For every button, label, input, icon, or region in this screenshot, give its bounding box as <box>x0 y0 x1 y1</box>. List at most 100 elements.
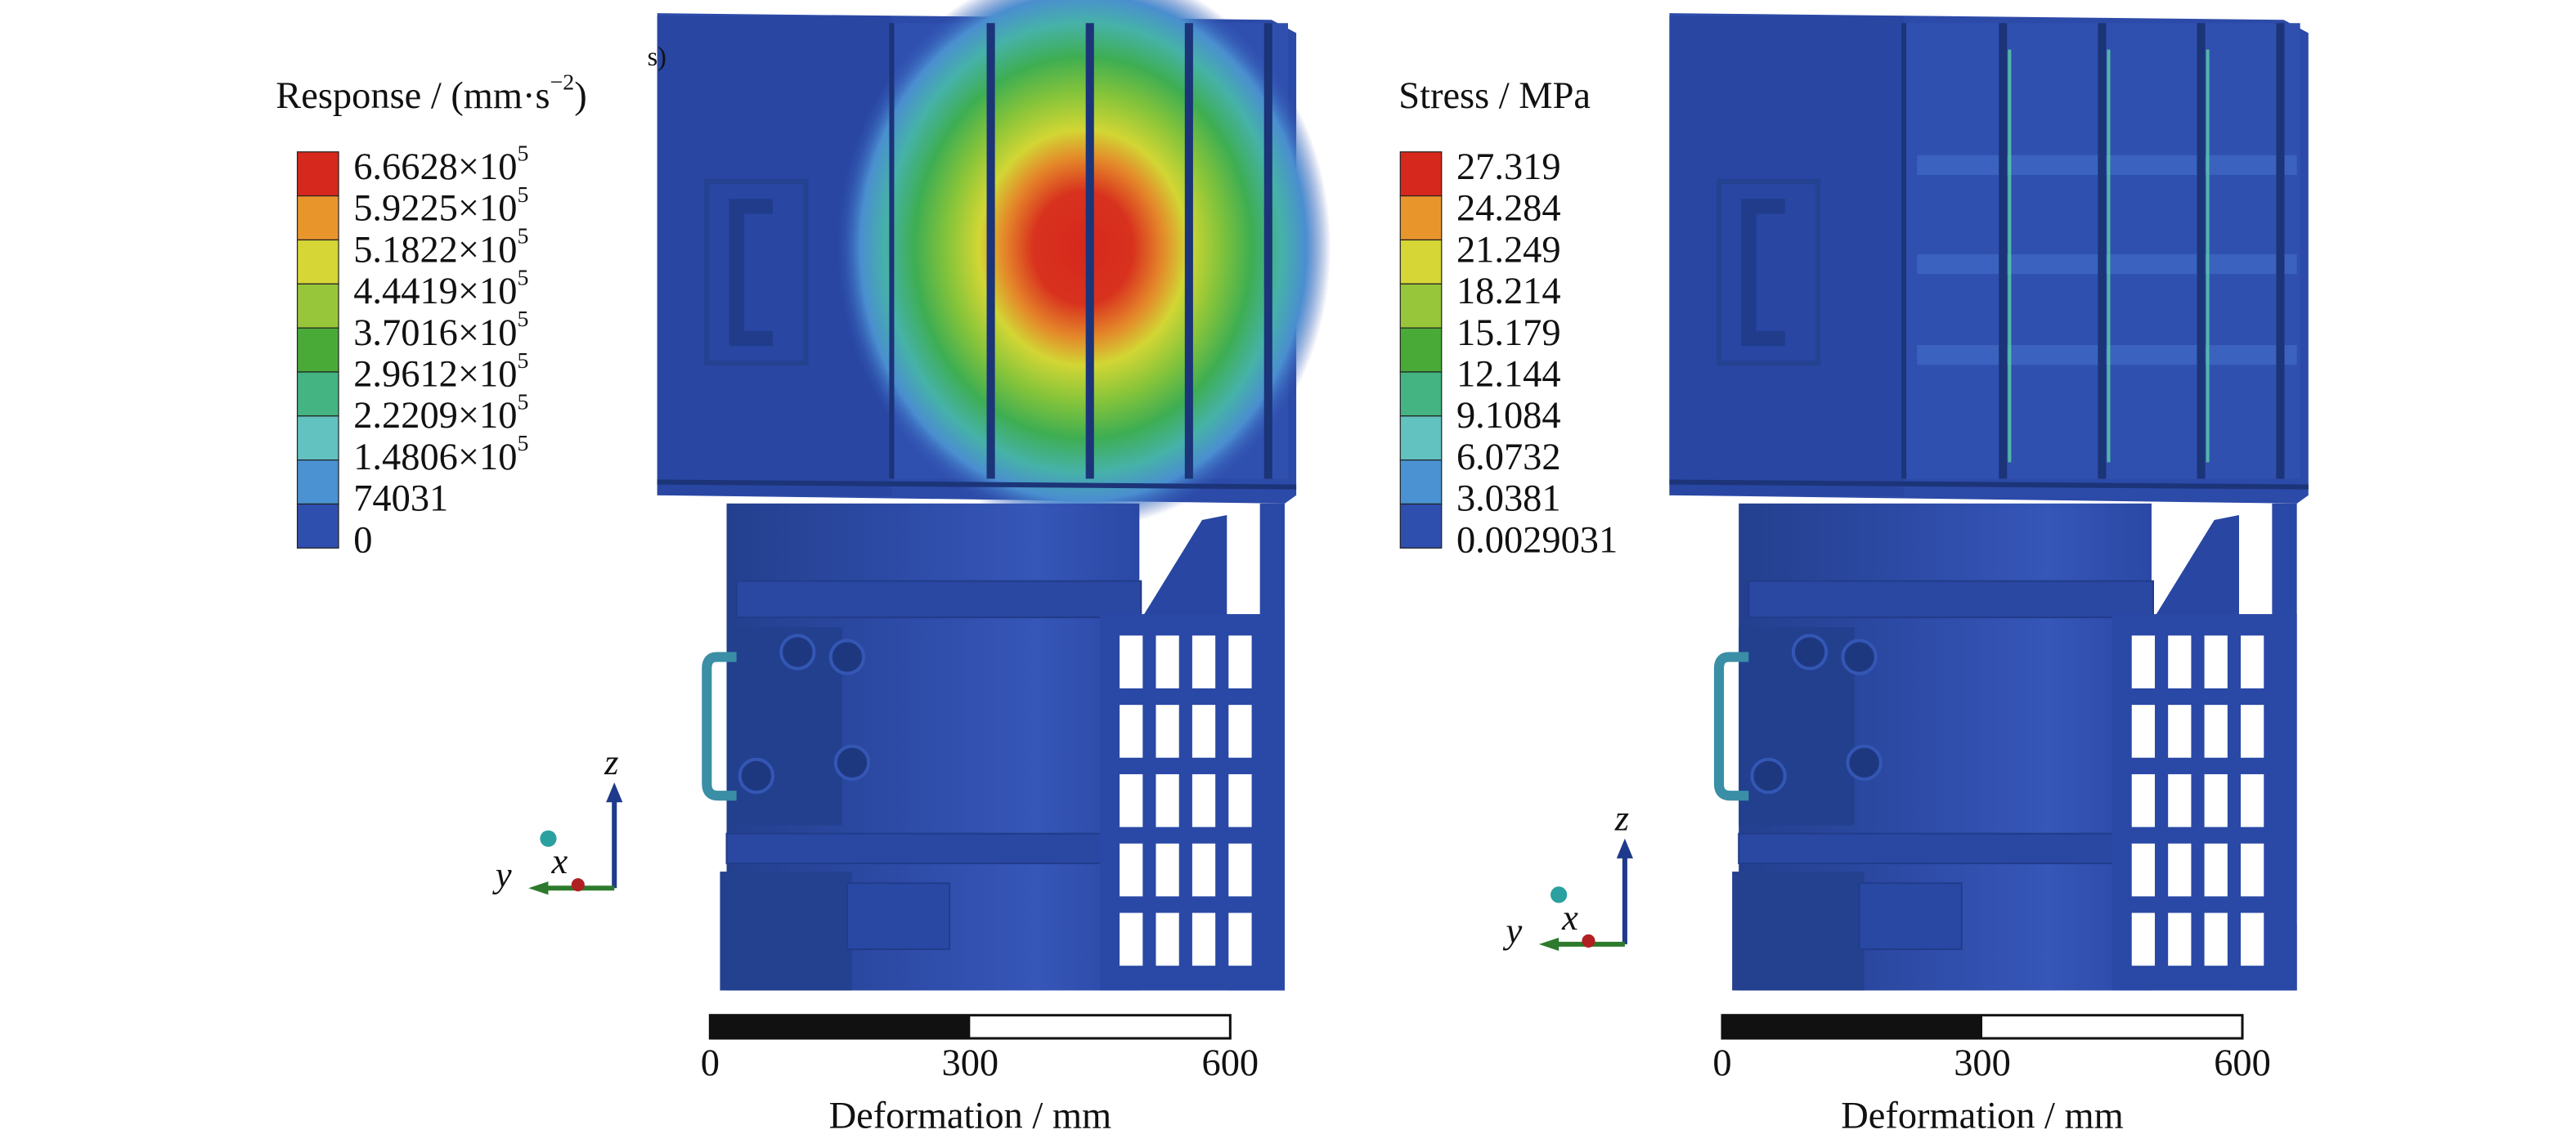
legend-label-exponent: 5 <box>517 348 528 374</box>
legend-swatch <box>296 503 339 549</box>
legend-label-exponent: 5 <box>517 307 528 333</box>
triad-x-dot <box>571 878 585 892</box>
cabinet-handle <box>729 199 774 346</box>
cage-hole <box>2168 705 2192 758</box>
bracket <box>2147 514 2239 628</box>
cage-hole <box>1120 773 1143 827</box>
pipe <box>702 652 737 801</box>
legend-label-text: 0.0029031 <box>1456 519 1618 561</box>
legend-label-text: 27.319 <box>1456 146 1561 188</box>
cage-hole <box>2131 635 2156 688</box>
legend-label: 12.144 <box>1456 353 1561 395</box>
cage-hole <box>1156 705 1179 758</box>
legend-label-text: 12.144 <box>1456 353 1561 395</box>
legend-label-text: 1.4806×10 <box>353 437 517 478</box>
legend-label: 9.1084 <box>1456 395 1561 437</box>
legend-label-text: 74031 <box>353 477 448 519</box>
legend-label-text: 2.9612×10 <box>353 353 517 395</box>
cage-hole <box>2131 912 2156 966</box>
cage-hole <box>1228 843 1252 897</box>
legend-swatch <box>1399 503 1443 549</box>
legend-label-text: 6.0732 <box>1456 437 1561 478</box>
legend-label-text: 18.214 <box>1456 271 1561 312</box>
legend-label-exponent: 5 <box>517 432 528 457</box>
base-box <box>846 882 951 950</box>
legend-label: 0 <box>353 519 372 561</box>
triad-y-head <box>528 881 549 895</box>
legend-label: 3.0381 <box>1456 477 1561 519</box>
model <box>657 0 1331 991</box>
cage-hole <box>1192 843 1216 897</box>
scale-bar-filled <box>710 1015 971 1038</box>
legend-swatch <box>1399 283 1443 329</box>
legend-label-text: 4.4419×10 <box>353 271 517 312</box>
cage-post <box>1259 503 1285 991</box>
pipe <box>1713 652 1749 801</box>
bolt <box>833 744 871 782</box>
legend-label: 3.7016×105 <box>353 307 528 354</box>
bolt <box>1846 744 1883 782</box>
cage-hole <box>1120 843 1143 897</box>
legend-title-exponent: −2 <box>550 70 575 96</box>
triad-z-head <box>606 782 623 803</box>
cage-hole <box>2168 773 2192 827</box>
cage-hole <box>2204 635 2228 688</box>
cabinet-side <box>1669 16 1905 495</box>
panel: s)Response / (mm·s−2)6.6628×1055.9225×10… <box>276 0 1331 1137</box>
bolt <box>1750 757 1787 795</box>
cage-hole <box>1156 635 1179 688</box>
legend-label-text: 15.179 <box>1456 312 1561 353</box>
base-box <box>1858 882 1963 950</box>
response-hotspot <box>835 0 1331 528</box>
legend-label-exponent: 5 <box>517 266 528 291</box>
triad-x-label: x <box>550 840 568 881</box>
cage-hole <box>1156 912 1179 966</box>
cage-hole <box>2204 773 2228 827</box>
cabinet-base <box>1669 479 2309 490</box>
legend-title: Stress / MPa <box>1398 75 1591 117</box>
cage-hole <box>2241 705 2264 758</box>
legend-label: 74031 <box>353 477 448 519</box>
triad-ball <box>540 830 557 847</box>
legend-label: 6.6628×105 <box>353 141 528 188</box>
legend-label: 4.4419×105 <box>353 266 528 312</box>
scale-title: Deformation / mm <box>1841 1096 2124 1137</box>
legend-label-text: 5.1822×10 <box>353 229 517 271</box>
legend-swatch <box>1399 327 1443 373</box>
scale-title: Deformation / mm <box>829 1096 1112 1137</box>
bolt <box>738 757 775 795</box>
legend-label: 27.319 <box>1456 146 1561 188</box>
legend-label: 5.1822×105 <box>353 224 528 271</box>
cabinet-base <box>657 479 1297 490</box>
legend-label-text: 9.1084 <box>1456 395 1561 437</box>
legend-title-text: Response / (mm·s <box>276 75 550 117</box>
cage-hole <box>1228 773 1252 827</box>
cabinet-panel <box>704 179 809 366</box>
legend-swatch <box>1399 371 1443 417</box>
scale-tick-label: 0 <box>701 1042 720 1084</box>
legend-swatch <box>1399 239 1443 285</box>
triad-y-head <box>1538 937 1560 951</box>
cage-hole <box>1192 912 1216 966</box>
legend-label-text: 3.0381 <box>1456 477 1561 519</box>
bolt <box>779 634 816 670</box>
bolt <box>1791 634 1829 670</box>
collar <box>735 580 1142 619</box>
triad-z-label: z <box>1614 798 1629 839</box>
cage-hole <box>1120 912 1143 966</box>
cage-hole <box>2241 843 2264 897</box>
panel: Stress / MPa 27.31924.28421.24918.21415.1… <box>1398 13 2309 1137</box>
bolt <box>1841 639 1878 675</box>
cage-hole <box>1156 843 1179 897</box>
collar <box>725 832 1141 864</box>
cage-hole <box>2241 912 2264 966</box>
cage-hole <box>1156 773 1179 827</box>
scale-tick-label: 300 <box>942 1042 999 1084</box>
legend-swatch <box>1399 415 1443 461</box>
cage-hole <box>2131 773 2156 827</box>
triad-x-dot <box>1582 934 1595 948</box>
cage-hole <box>2241 773 2264 827</box>
bolt <box>828 639 866 675</box>
scale-tick-label: 600 <box>1202 1042 1259 1084</box>
